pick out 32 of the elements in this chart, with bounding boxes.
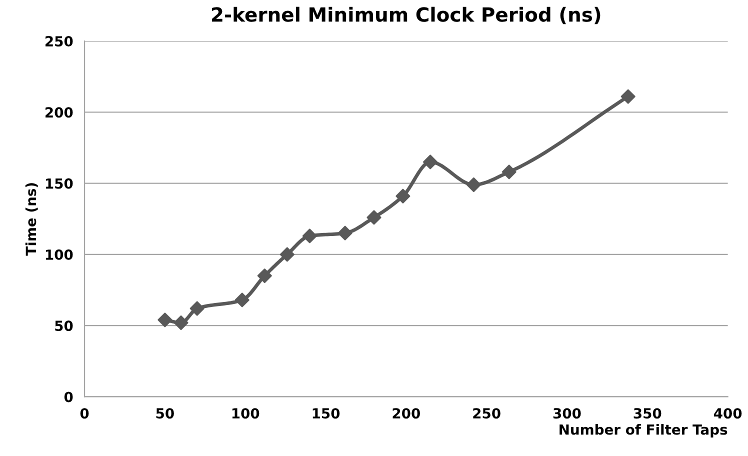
x-tick-label: 150	[312, 408, 340, 419]
point	[466, 177, 481, 192]
point	[190, 301, 204, 316]
point	[158, 312, 172, 328]
x-tick-label: 300	[553, 408, 581, 419]
y-tick-label: 250	[46, 36, 73, 47]
y-tick-label: 200	[46, 107, 73, 118]
x-tick-label: 400	[714, 408, 742, 419]
x-tick-label: 200	[392, 408, 420, 419]
point	[396, 188, 410, 204]
x-tick-label: 350	[634, 408, 662, 419]
y-tick-label: 0	[64, 392, 73, 402]
x-tick-label: 250	[473, 408, 500, 419]
y-tick-label: 50	[55, 320, 73, 332]
x-tick-label: 50	[156, 408, 174, 419]
point	[280, 247, 294, 262]
point	[366, 210, 382, 225]
chart-title: 2-kernel Minimum Clock Period (ns)	[212, 6, 600, 24]
point	[502, 164, 516, 180]
point	[234, 292, 250, 308]
y-tick-label: 150	[46, 178, 73, 189]
x-tick-label: 0	[80, 408, 89, 419]
point	[423, 154, 438, 170]
x-axis-title: Number of Filter Taps	[560, 424, 728, 438]
x-tick-label: 100	[232, 408, 260, 419]
point	[620, 89, 636, 104]
y-tick-label: 100	[46, 249, 73, 260]
y-axis-title: Time (ns)	[25, 183, 38, 256]
point	[257, 268, 272, 284]
point	[302, 228, 317, 244]
point	[174, 315, 188, 330]
point	[338, 226, 352, 240]
